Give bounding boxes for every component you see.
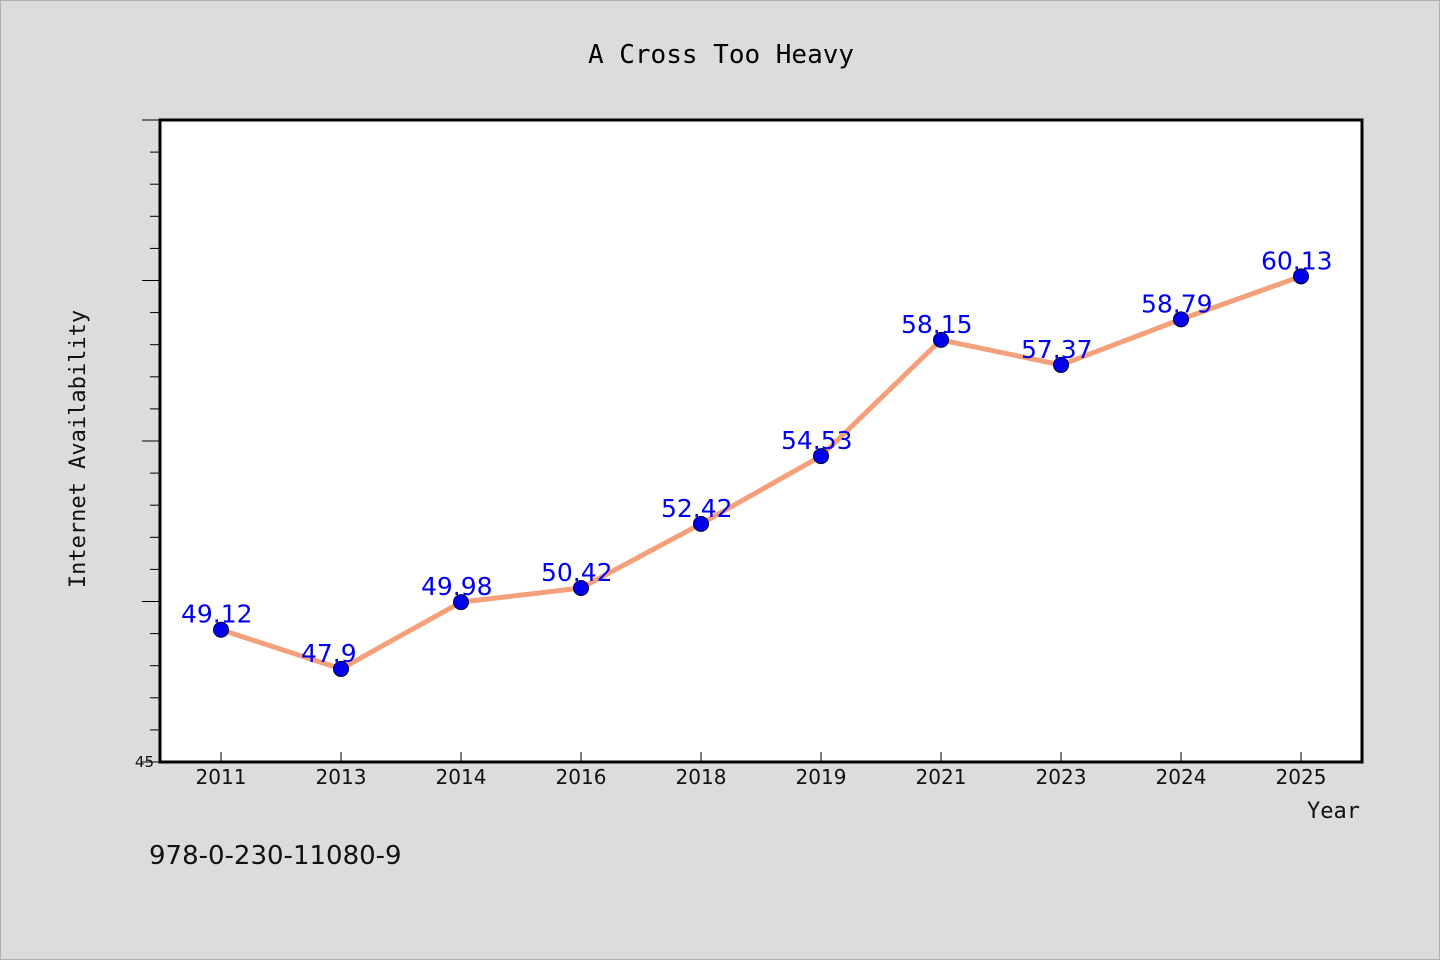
data-point: [933, 331, 949, 348]
data-point: [333, 660, 349, 677]
x-tick-label: 2014: [436, 765, 487, 789]
data-label: 54.53: [781, 426, 853, 455]
plot-area: [158, 118, 1364, 764]
data-label: 49.98: [421, 572, 493, 601]
data-label: 47.9: [301, 639, 357, 668]
x-tick-label: 2018: [676, 765, 727, 789]
isbn-text: 978-0-230-11080-9: [149, 841, 402, 871]
x-tick-label: 2025: [1276, 765, 1327, 789]
data-label: 52.42: [661, 494, 733, 523]
data-label: 50.42: [541, 558, 613, 587]
data-point: [813, 448, 829, 465]
data-label: 49.12: [181, 600, 253, 629]
data-point: [1173, 311, 1189, 328]
x-tick-label: 2023: [1036, 765, 1087, 789]
chart-title: A Cross Too Heavy: [588, 40, 854, 70]
x-axis-label: Year: [1307, 799, 1360, 824]
data-label-layer: 49.12 47.9 49.98 50.42 52.42 54.53 58.15 57.37 5…: [181, 246, 1333, 668]
data-label: 60.13: [1261, 246, 1333, 275]
x-tick-label: 2013: [316, 765, 367, 789]
data-point: [1053, 356, 1069, 373]
x-tick-label: 2011: [196, 765, 247, 789]
y-axis-ticks: 45: [135, 119, 160, 771]
y-axis-label: Internet Availability: [66, 310, 91, 588]
x-tick-label: 2024: [1156, 765, 1207, 789]
y-tick-label: 45: [135, 753, 154, 771]
series-line: [218, 273, 1304, 672]
data-point: [1293, 268, 1309, 285]
data-point: [453, 594, 469, 611]
data-label: 58.15: [901, 310, 973, 339]
data-point: [573, 580, 589, 597]
x-axis-ticks: 2011 2013 2014 2016 2018 2019 2021 2023 2024 2025: [196, 752, 1327, 789]
x-tick-label: 2021: [916, 765, 967, 789]
x-tick-label: 2019: [796, 765, 847, 789]
x-tick-label: 2016: [556, 765, 607, 789]
data-point: [213, 621, 229, 638]
data-point: [693, 515, 709, 532]
series-layer: [213, 268, 1309, 677]
data-label: 58.79: [1141, 289, 1213, 318]
data-label: 57.37: [1021, 335, 1093, 364]
